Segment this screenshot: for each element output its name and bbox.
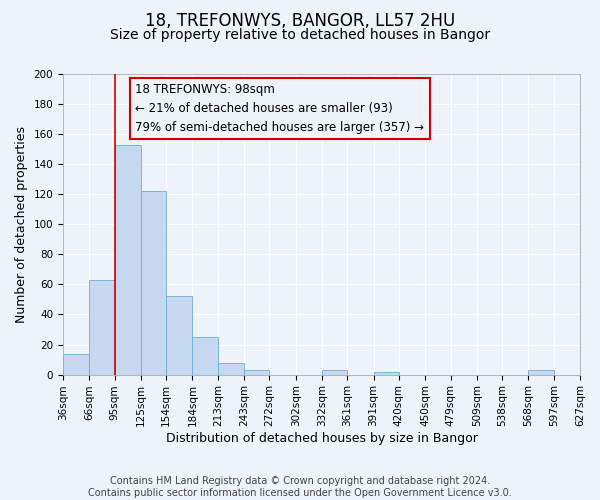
Y-axis label: Number of detached properties: Number of detached properties <box>15 126 28 323</box>
Bar <box>218 362 244 374</box>
Bar <box>193 337 218 374</box>
Bar <box>322 370 347 374</box>
Bar <box>374 372 399 374</box>
Bar <box>529 370 554 374</box>
Bar <box>166 296 193 374</box>
Text: Size of property relative to detached houses in Bangor: Size of property relative to detached ho… <box>110 28 490 42</box>
Text: 18, TREFONWYS, BANGOR, LL57 2HU: 18, TREFONWYS, BANGOR, LL57 2HU <box>145 12 455 30</box>
Bar <box>63 354 89 374</box>
Bar <box>141 191 166 374</box>
Bar <box>244 370 269 374</box>
Bar <box>580 370 600 374</box>
Text: 18 TREFONWYS: 98sqm
← 21% of detached houses are smaller (93)
79% of semi-detach: 18 TREFONWYS: 98sqm ← 21% of detached ho… <box>136 83 424 134</box>
X-axis label: Distribution of detached houses by size in Bangor: Distribution of detached houses by size … <box>166 432 478 445</box>
Bar <box>89 280 115 374</box>
Text: Contains HM Land Registry data © Crown copyright and database right 2024.
Contai: Contains HM Land Registry data © Crown c… <box>88 476 512 498</box>
Bar <box>115 144 141 374</box>
